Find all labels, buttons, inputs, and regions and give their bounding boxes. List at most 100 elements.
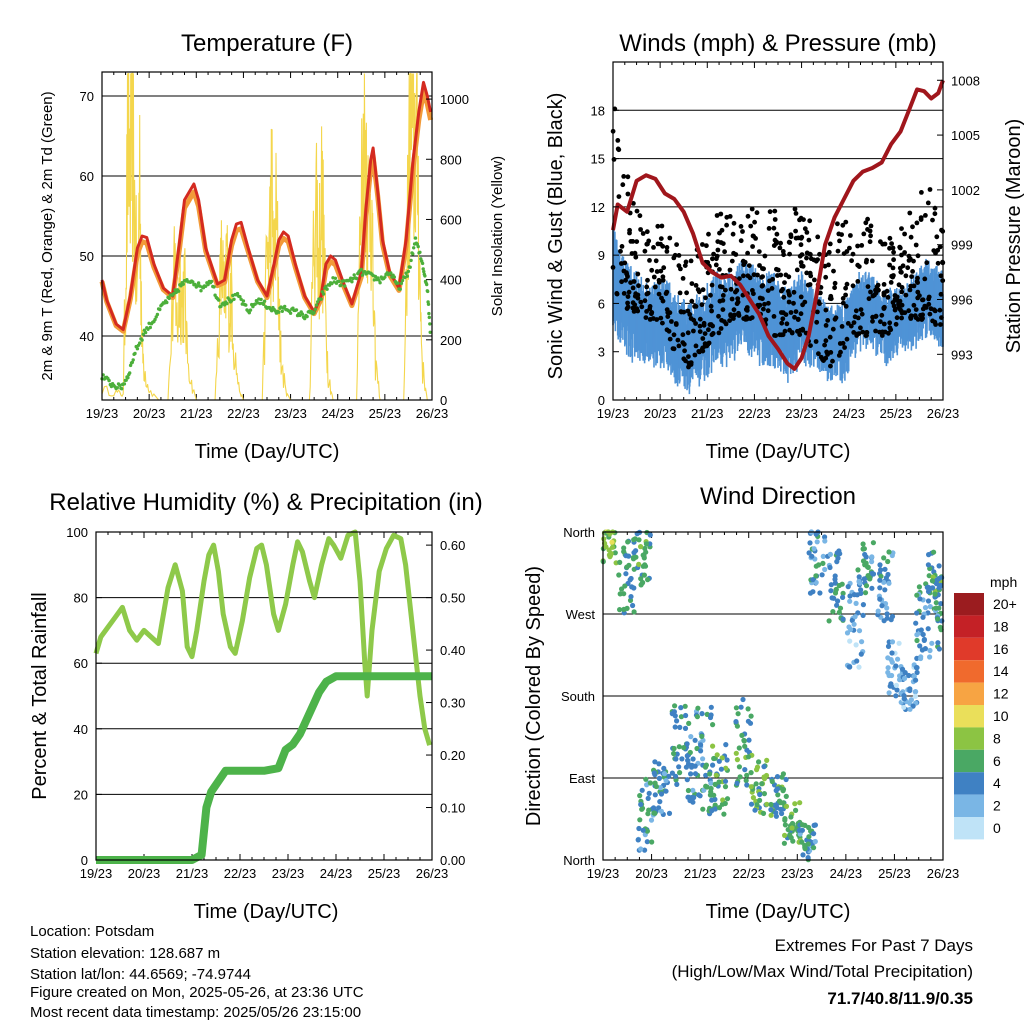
wind-gust-point [808,252,813,257]
legend-swatch-2 [954,637,984,661]
direction-point [886,690,892,696]
wind-gust-point [630,285,636,291]
wind-gust-point [814,319,820,325]
direction-point [913,620,919,626]
direction-point [847,593,853,599]
wind-gust-point [802,226,808,232]
y-tick-label-1: 3 [598,345,605,360]
wind-gust-point [685,330,691,336]
y-tick-label-3: 60 [74,656,88,671]
direction-point [643,541,650,547]
direction-point [672,703,678,709]
wind-gust-point [689,298,695,304]
direction-point [719,755,725,761]
direction-point [856,664,862,670]
wind-gust-point [735,296,741,301]
extremes-subheading: (High/Low/Max Wind/Total Precipitation) [672,962,973,981]
direction-point [822,566,828,573]
direction-point [935,616,941,622]
direction-point [761,791,768,797]
wind-gust-point [885,294,891,300]
direction-point [746,737,752,743]
dewpoint-point [324,284,328,289]
wind-gust-point [777,332,783,338]
wind-gust-point [644,284,650,290]
direction-point [775,792,781,798]
direction-point [734,723,741,729]
direction-point [768,812,774,818]
wind-gust-point [643,315,649,320]
wind-gust-point [898,269,904,275]
direction-point [782,822,789,828]
direction-point [827,551,834,558]
dewpoint-point [155,312,160,317]
wind-gust-point [804,270,810,276]
x-tick-label-0: 19/23 [597,406,630,421]
direction-point [742,743,748,749]
direction-point [688,734,694,740]
direction-point [754,767,760,773]
wind-gust-point [823,274,829,280]
direction-point [707,771,713,777]
wind-gust-point [839,324,845,329]
x-tick-label-7: 26/23 [927,406,960,421]
direction-point [914,669,920,676]
y2-tick-label-0: 993 [951,347,973,362]
direction-point [885,669,891,676]
direction-point [853,600,859,607]
wind-gust-point [860,329,866,335]
wind-gust-point [749,315,755,320]
wind-gust-point [664,245,670,250]
direction-point [851,621,857,627]
wind-gust-point [891,249,896,255]
wind-gust-point [706,327,711,333]
dewpoint-point [350,280,354,284]
direction-point [636,825,642,832]
direction-point [836,609,842,616]
dewpoint-point [399,281,404,286]
dewpoint-point [294,308,299,312]
direction-point [656,761,662,767]
wind-gust-point [861,231,867,237]
wind-gust-point [826,262,831,268]
direction-point [855,610,861,616]
wind-gust-point [868,289,873,295]
wind-gust-point [886,330,891,336]
dewpoint-point [314,303,319,307]
dewpoint-point [206,282,210,287]
precipitation-line [96,672,432,864]
wind-gust-point [837,341,843,346]
direction-point [805,855,811,861]
direction-plot-area: 19/23 20/23 21/23 22/23 23/23 24/23 25/23 26/23… [561,525,959,881]
wind-gust-point [795,328,800,334]
wind-gust-point [855,262,861,268]
direction-point [628,594,634,600]
direction-point [793,807,799,814]
y2-tick-label-1: 200 [440,333,462,348]
direction-point [676,764,682,770]
wind-gust-point [701,320,707,326]
wind-gust-point [813,339,819,344]
direction-point [936,646,943,652]
y2-tick-label-1: 0.10 [440,801,465,816]
direction-point [623,553,629,559]
wind-gust-point [628,239,634,244]
direction-point [612,550,618,556]
x-tick-label-7: 26/23 [927,866,960,881]
wind-gust-point [909,274,914,279]
direction-point [672,713,678,719]
y2-tick-label-3: 1002 [951,183,980,198]
direction-point [697,793,703,799]
direction-point [768,807,774,813]
direction-point [699,733,705,740]
direction-point [870,540,877,546]
direction-point [830,609,836,615]
wind-gust-point [651,274,657,280]
direction-point [858,651,864,657]
wind-gust-point [855,279,861,284]
direction-point [624,605,630,612]
wind-gust-point [659,295,664,301]
wind-gust-point [644,291,650,297]
direction-point [708,785,714,792]
direction-point [881,618,887,624]
